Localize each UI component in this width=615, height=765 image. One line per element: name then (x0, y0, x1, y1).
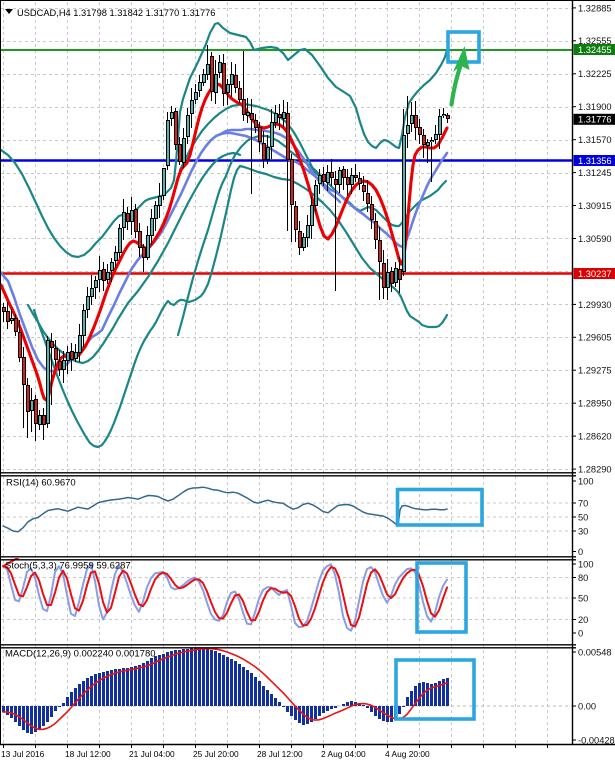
svg-text:0: 0 (578, 547, 583, 557)
svg-text:1.31776: 1.31776 (578, 115, 612, 125)
svg-text:1.32455: 1.32455 (578, 45, 612, 55)
svg-text:18 Jul 12:00: 18 Jul 12:00 (65, 749, 111, 759)
svg-text:100: 100 (578, 476, 594, 486)
svg-text:1.28620: 1.28620 (578, 432, 612, 442)
svg-text:0.00: 0.00 (578, 701, 596, 711)
svg-text:1.31900: 1.31900 (578, 102, 612, 112)
svg-text:50: 50 (578, 512, 588, 522)
svg-text:50: 50 (578, 593, 588, 603)
svg-text:USDCAD,H4 1.31798 1.31842 1.3: USDCAD,H4 1.31798 1.31842 1.31770 1.3177… (17, 8, 215, 18)
svg-text:MACD(12,26,9) 0.002240 0.00178: MACD(12,26,9) 0.002240 0.001780 (5, 649, 156, 660)
svg-text:1.32225: 1.32225 (578, 69, 612, 79)
svg-text:2 Aug 04:00: 2 Aug 04:00 (321, 749, 366, 759)
svg-text:1.30237: 1.30237 (578, 269, 612, 279)
svg-text:0: 0 (578, 628, 583, 638)
svg-text:-0.00428: -0.00428 (578, 735, 615, 745)
svg-text:RSI(14) 60.9670: RSI(14) 60.9670 (6, 478, 76, 489)
svg-text:25 Jul 20:00: 25 Jul 20:00 (193, 749, 239, 759)
svg-text:Stoch(5,3,3) 76.9959 59.6287: Stoch(5,3,3) 76.9959 59.6287 (5, 561, 131, 572)
svg-text:1.29930: 1.29930 (578, 300, 612, 310)
svg-text:4 Aug 20:00: 4 Aug 20:00 (385, 749, 430, 759)
svg-text:21 Jul 04:00: 21 Jul 04:00 (129, 749, 175, 759)
svg-text:1.32555: 1.32555 (578, 36, 612, 46)
svg-text:13 Jul 2016: 13 Jul 2016 (1, 749, 45, 759)
svg-text:1.29275: 1.29275 (578, 366, 612, 376)
svg-text:1.28950: 1.28950 (578, 399, 612, 409)
svg-text:1.31356: 1.31356 (578, 156, 612, 166)
svg-text:28 Jul 12:00: 28 Jul 12:00 (257, 749, 303, 759)
svg-text:30: 30 (578, 526, 588, 536)
svg-text:70: 70 (578, 498, 588, 508)
svg-text:1.30915: 1.30915 (578, 201, 612, 211)
svg-text:1.30590: 1.30590 (578, 234, 612, 244)
svg-text:80: 80 (578, 573, 588, 583)
svg-text:1.31570: 1.31570 (578, 135, 612, 145)
svg-text:100: 100 (578, 559, 594, 569)
svg-text:1.29605: 1.29605 (578, 333, 612, 343)
svg-text:1.31245: 1.31245 (578, 168, 612, 178)
svg-text:1.28290: 1.28290 (578, 465, 612, 475)
svg-text:0.00548: 0.00548 (578, 647, 612, 657)
svg-text:1.32885: 1.32885 (578, 3, 612, 13)
svg-text:20: 20 (578, 615, 588, 625)
